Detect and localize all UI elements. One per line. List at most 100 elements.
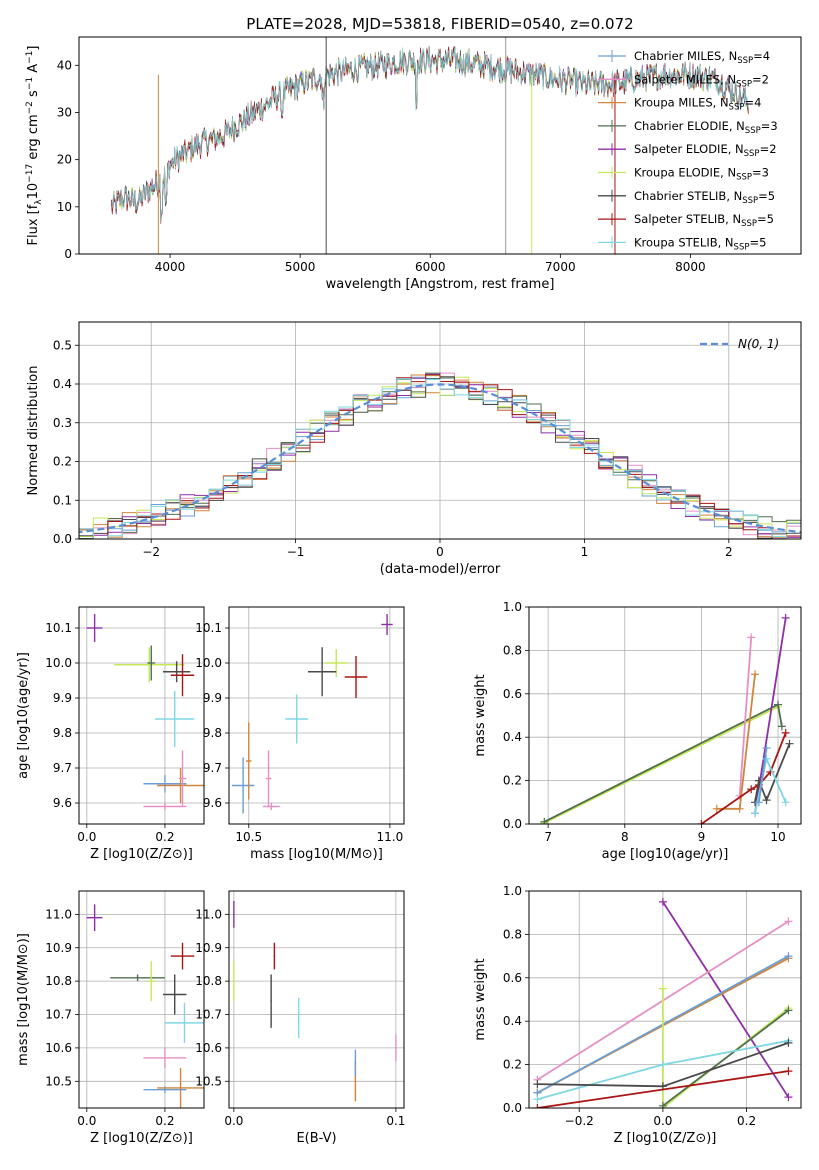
legend-label-text: =2 bbox=[752, 72, 769, 86]
x-tick-label: 0 bbox=[436, 545, 444, 559]
data-marker bbox=[785, 739, 794, 748]
y-axis-label-part: −1 bbox=[25, 51, 35, 64]
x-tick-label: 2 bbox=[725, 545, 733, 559]
plot-area bbox=[540, 613, 794, 824]
legend-label-text: =5 bbox=[749, 235, 766, 249]
axes-frame bbox=[528, 606, 802, 825]
y-axis-label-part: −2 bbox=[25, 101, 35, 114]
data-marker bbox=[658, 1060, 667, 1069]
data-point bbox=[150, 662, 153, 664]
y-tick-label: 0.8 bbox=[503, 927, 522, 941]
y-axis-label-part: 10 bbox=[26, 183, 41, 200]
legend-label-text: Salpeter ELODIE, N bbox=[634, 142, 744, 156]
data-point bbox=[179, 1087, 182, 1089]
x-tick-label: 6000 bbox=[415, 260, 446, 274]
data-marker bbox=[754, 798, 763, 807]
y-tick-label: 10.9 bbox=[45, 941, 72, 955]
data-marker bbox=[784, 1038, 793, 1047]
legend-label-text: Chabrier ELODIE, N bbox=[634, 119, 745, 133]
data-marker bbox=[658, 897, 667, 906]
series-line bbox=[662, 901, 790, 1098]
legend-label-subscript: SSP bbox=[742, 196, 758, 206]
legend-label-text: Salpeter STELIB, N bbox=[634, 212, 741, 226]
y-tick-label: 0 bbox=[64, 247, 72, 261]
data-marker bbox=[781, 613, 790, 622]
x-axis-label: Z [log10(Z/Z⊙)] bbox=[90, 847, 193, 862]
data-marker bbox=[781, 728, 790, 737]
y-axis-label: Flux [fλ10−17 erg cm−2 s−1 A−1] bbox=[25, 46, 44, 246]
y-axis-label-part: ] bbox=[26, 46, 41, 51]
y-tick-label: 10.6 bbox=[195, 1041, 222, 1055]
legend-label-subscript: SSP bbox=[736, 79, 752, 89]
series-line bbox=[537, 1070, 789, 1108]
panel-spectrum: 4000 5000 6000 7000 8000 0 10 20 30 40 wavelength … bbox=[25, 36, 802, 292]
legend-label: Kroupa MILES, NSSP=4 bbox=[634, 96, 761, 113]
data-marker bbox=[751, 809, 760, 818]
data-point bbox=[395, 1047, 397, 1049]
plot-area bbox=[86, 614, 204, 810]
y-tick-label: 0.8 bbox=[503, 643, 522, 657]
x-tick-label: 0.1 bbox=[386, 1114, 405, 1128]
legend-label-text: =4 bbox=[753, 49, 770, 63]
x-axis-label: Z [log10(Z/Z⊙)] bbox=[614, 1131, 717, 1146]
x-tick-label: 0.0 bbox=[77, 830, 96, 844]
legend-label: Chabrier STELIB, NSSP=5 bbox=[634, 189, 775, 206]
y-tick-label: 11.0 bbox=[195, 907, 222, 921]
legend-label: Salpeter ELODIE, NSSP=2 bbox=[634, 142, 777, 159]
axes-frame bbox=[78, 321, 802, 540]
y-tick-label: 10.8 bbox=[45, 974, 72, 988]
data-point bbox=[355, 676, 357, 678]
plot-area bbox=[231, 614, 393, 814]
y-tick-label: 11.0 bbox=[45, 907, 72, 921]
y-tick-label: 0.3 bbox=[53, 416, 72, 430]
x-tick-label: 0.0 bbox=[77, 1114, 96, 1128]
legend-label: Chabrier MILES, NSSP=4 bbox=[634, 49, 770, 66]
y-tick-label: 0.5 bbox=[53, 338, 72, 352]
legend-label: N(0, 1) bbox=[738, 337, 779, 351]
data-point bbox=[136, 977, 139, 979]
y-tick-label: 10.6 bbox=[45, 1041, 72, 1055]
legend-label-text: =3 bbox=[761, 119, 778, 133]
data-marker bbox=[781, 798, 790, 807]
x-tick-label: 0.0 bbox=[653, 1114, 672, 1128]
y-tick-label: 0.6 bbox=[503, 971, 522, 985]
axes-frame bbox=[528, 890, 802, 1109]
x-tick-label: 10.5 bbox=[235, 830, 262, 844]
y-tick-label: 9.6 bbox=[53, 796, 72, 810]
y-tick-label: 0.0 bbox=[503, 1101, 522, 1115]
x-tick-label: 7 bbox=[544, 830, 552, 844]
data-point bbox=[164, 805, 166, 808]
y-tick-label: 0.2 bbox=[503, 1058, 522, 1072]
series-line bbox=[754, 743, 791, 803]
x-tick-label: 0.2 bbox=[155, 830, 174, 844]
y-tick-label: 10.0 bbox=[195, 656, 222, 670]
data-point bbox=[173, 718, 176, 720]
x-tick-label: 0.2 bbox=[155, 1114, 174, 1128]
legend-label-subscript: SSP bbox=[744, 149, 760, 159]
data-point bbox=[297, 1017, 300, 1019]
figure-title: PLATE=2028, MJD=53818, FIBERID=0540, z=0… bbox=[246, 15, 633, 33]
data-point bbox=[93, 627, 96, 629]
data-point bbox=[164, 1088, 166, 1091]
data-point bbox=[386, 623, 388, 626]
legend-label-text: =5 bbox=[758, 189, 775, 203]
legend: N(0, 1) bbox=[700, 337, 779, 351]
legend-label: Salpeter STELIB, NSSP=5 bbox=[634, 212, 774, 229]
y-tick-label: 10.1 bbox=[195, 621, 222, 635]
axes-frame bbox=[78, 36, 802, 255]
x-tick-label: 5000 bbox=[285, 260, 316, 274]
data-point bbox=[354, 1062, 357, 1064]
data-marker bbox=[540, 817, 549, 824]
y-tick-label: 0.2 bbox=[503, 774, 522, 788]
data-marker bbox=[784, 952, 793, 961]
data-point bbox=[247, 760, 250, 762]
data-point bbox=[270, 1000, 272, 1002]
data-marker bbox=[751, 670, 760, 679]
data-point bbox=[242, 784, 244, 787]
data-marker bbox=[774, 700, 783, 709]
series-line bbox=[662, 988, 789, 1108]
data-marker bbox=[712, 804, 721, 813]
plot-area bbox=[111, 37, 749, 254]
y-axis-label: age [log10(age/yr)] bbox=[16, 652, 31, 779]
